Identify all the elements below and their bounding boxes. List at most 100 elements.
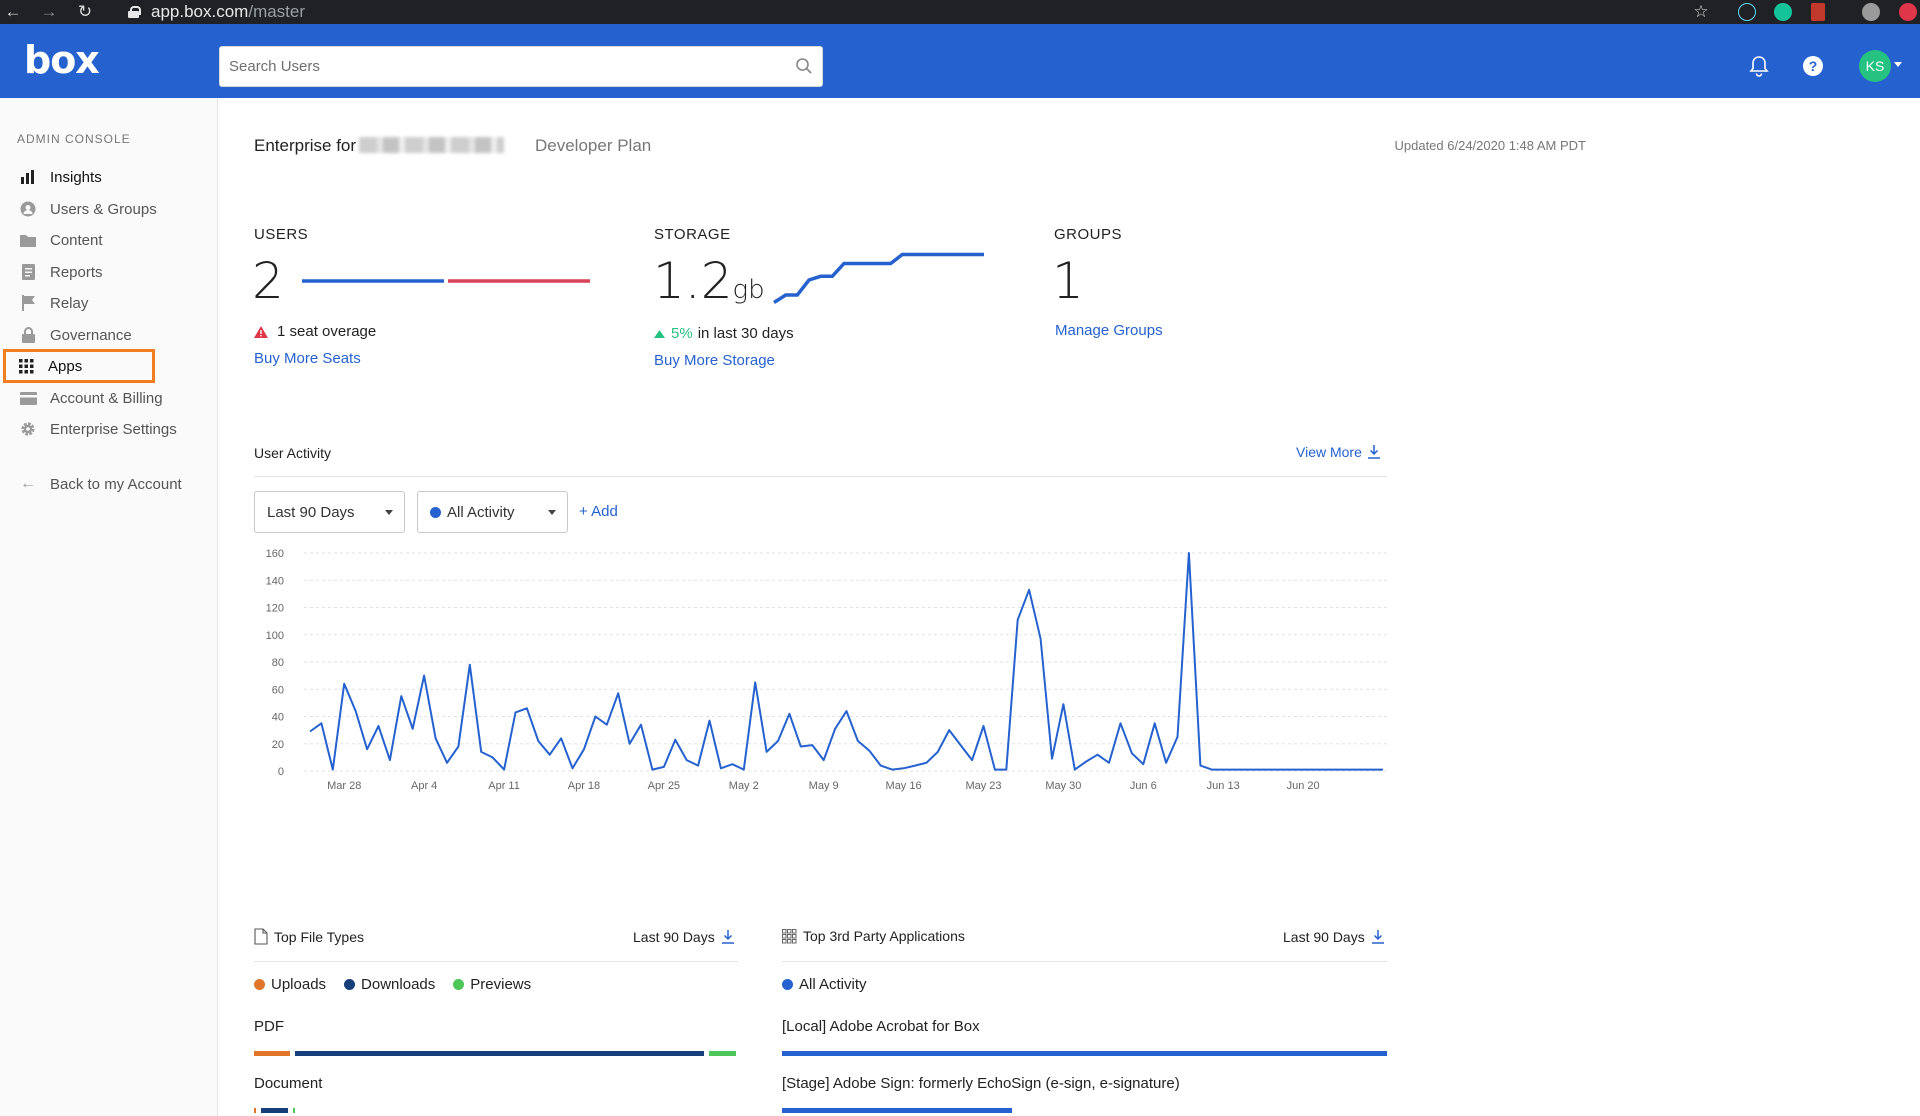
- sidebar-item-content[interactable]: Content: [8, 226, 208, 254]
- legend-uploads: Uploads: [254, 976, 326, 993]
- downloads-dot: [344, 979, 356, 990]
- react-extension-icon[interactable]: [1738, 3, 1756, 21]
- sidebar-item-label: Relay: [50, 294, 89, 312]
- y-tick-label: 140: [266, 575, 284, 587]
- apps-range[interactable]: Last 90 Days: [1283, 929, 1385, 945]
- file-icon: [254, 928, 268, 945]
- search-icon[interactable]: [795, 57, 813, 75]
- app-activity-bar: [782, 1051, 1387, 1056]
- extension-badge-icon[interactable]: [1899, 3, 1917, 21]
- bar-chart-icon: [18, 169, 38, 185]
- sidebar-item-label: Reports: [50, 263, 103, 281]
- groups-count: 1: [1052, 252, 1084, 310]
- grid-icon: [782, 928, 797, 943]
- user-activity-chart: 0 20 40 60 80 100 120 140 160 Mar 28 Apr 4 Apr 11 Ap…: [266, 548, 1387, 792]
- buy-more-seats-link[interactable]: Buy More Seats: [254, 350, 361, 367]
- file-types-title: Top File Types: [254, 928, 364, 945]
- y-tick-label: 60: [272, 684, 284, 696]
- activity-color-dot: [430, 506, 441, 518]
- storage-label: STORAGE: [654, 226, 731, 243]
- date-range-select[interactable]: Last 90 Days: [254, 491, 405, 533]
- view-more-link[interactable]: View More: [1296, 444, 1381, 460]
- view-more-label: View More: [1296, 444, 1362, 460]
- x-tick-label: Mar 28: [327, 780, 361, 792]
- sidebar-item-enterprise-settings[interactable]: Enterprise Settings: [8, 415, 208, 443]
- apps-divider: [782, 961, 1387, 962]
- file-types-divider: [254, 961, 738, 962]
- reload-icon[interactable]: ↻: [77, 2, 93, 21]
- sidebar-item-insights[interactable]: Insights: [8, 163, 208, 191]
- downloads-bar: [295, 1051, 705, 1056]
- activity-type-select[interactable]: All Activity: [417, 491, 568, 533]
- search-box[interactable]: [219, 46, 823, 87]
- y-tick-label: 100: [266, 630, 284, 642]
- search-input[interactable]: [220, 47, 822, 86]
- forward-arrow-icon[interactable]: →: [40, 2, 58, 21]
- downloads-bar: [261, 1108, 288, 1113]
- lock-icon: [128, 6, 141, 18]
- x-tick-label: May 9: [809, 780, 839, 792]
- warning-icon: [254, 325, 268, 338]
- sidebar-item-account-billing[interactable]: Account & Billing: [8, 384, 208, 412]
- star-icon[interactable]: ☆: [1693, 2, 1709, 21]
- sidebar-item-reports[interactable]: Reports: [8, 258, 208, 286]
- back-to-account-link[interactable]: ← Back to my Account: [8, 470, 208, 498]
- legend-all-activity: All Activity: [782, 976, 867, 993]
- app-row-label: [Local] Adobe Acrobat for Box: [782, 1018, 980, 1035]
- y-tick-label: 120: [266, 603, 284, 615]
- previews-bar: [292, 1108, 295, 1113]
- report-icon: [18, 264, 38, 280]
- box-logo[interactable]: box: [24, 38, 100, 82]
- chevron-down-icon: [385, 510, 393, 515]
- sidebar-item-label: Content: [50, 231, 103, 249]
- uploads-dot: [254, 979, 265, 990]
- sidebar-item-apps[interactable]: Apps: [3, 349, 155, 383]
- enterprise-prefix: Enterprise for: [254, 136, 357, 155]
- x-tick-label: Jun 13: [1207, 780, 1240, 792]
- seat-overage-alert: 1 seat overage: [254, 323, 376, 340]
- grammarly-extension-icon[interactable]: [1774, 3, 1792, 21]
- sidebar-item-users-groups[interactable]: Users & Groups: [8, 195, 208, 223]
- users-seat-bar: [302, 279, 590, 283]
- sidebar-item-governance[interactable]: Governance: [8, 321, 208, 349]
- storage-value: 1.2gb: [653, 256, 765, 306]
- file-type-row-label: Document: [254, 1075, 323, 1092]
- sidebar: ADMIN CONSOLE Insights Users & Groups Co…: [0, 98, 218, 1116]
- enterprise-title: Enterprise for: [254, 136, 505, 156]
- y-tick-label: 20: [272, 739, 284, 751]
- top-header: box ? KS: [0, 24, 1920, 98]
- folder-icon: [18, 232, 38, 248]
- storage-trend-line: [773, 252, 984, 304]
- storage-unit: gb: [732, 275, 765, 305]
- x-tick-label: Apr 18: [568, 780, 600, 792]
- address-bar[interactable]: app.box.com/master: [118, 0, 1698, 24]
- sidebar-item-label: Enterprise Settings: [50, 420, 177, 438]
- file-type-bars: [254, 1108, 738, 1113]
- previews-bar: [709, 1051, 736, 1056]
- chevron-down-icon[interactable]: [1894, 62, 1902, 67]
- app-activity-bar: [782, 1108, 1012, 1113]
- user-avatar[interactable]: KS: [1859, 50, 1891, 82]
- back-arrow-icon[interactable]: ←: [4, 2, 22, 21]
- previews-dot: [453, 979, 465, 990]
- main-content: Enterprise for Developer Plan Updated 6/…: [218, 98, 1920, 1116]
- x-tick-label: May 16: [886, 780, 922, 792]
- activity-type-value: All Activity: [447, 503, 515, 521]
- sidebar-item-relay[interactable]: Relay: [8, 289, 208, 317]
- bell-icon[interactable]: [1748, 54, 1770, 78]
- file-types-range[interactable]: Last 90 Days: [633, 929, 735, 945]
- help-icon[interactable]: ?: [1802, 55, 1824, 77]
- x-tick-label: Jun 20: [1287, 780, 1320, 792]
- x-tick-label: Apr 4: [411, 780, 437, 792]
- bookmark-extension-icon[interactable]: [1811, 3, 1825, 21]
- apps-range-label: Last 90 Days: [1283, 929, 1365, 945]
- buy-more-storage-link[interactable]: Buy More Storage: [654, 352, 775, 369]
- chevron-down-icon: [548, 510, 556, 515]
- updated-timestamp: Updated 6/24/2020 1:48 AM PDT: [1394, 138, 1586, 153]
- app-row-label: [Stage] Adobe Sign: formerly EchoSign (e…: [782, 1075, 1180, 1092]
- manage-groups-link[interactable]: Manage Groups: [1055, 322, 1163, 339]
- profile-icon[interactable]: [1862, 3, 1880, 21]
- file-type-row-label: PDF: [254, 1018, 284, 1035]
- add-filter-link[interactable]: + Add: [579, 503, 618, 520]
- x-tick-label: May 30: [1045, 780, 1081, 792]
